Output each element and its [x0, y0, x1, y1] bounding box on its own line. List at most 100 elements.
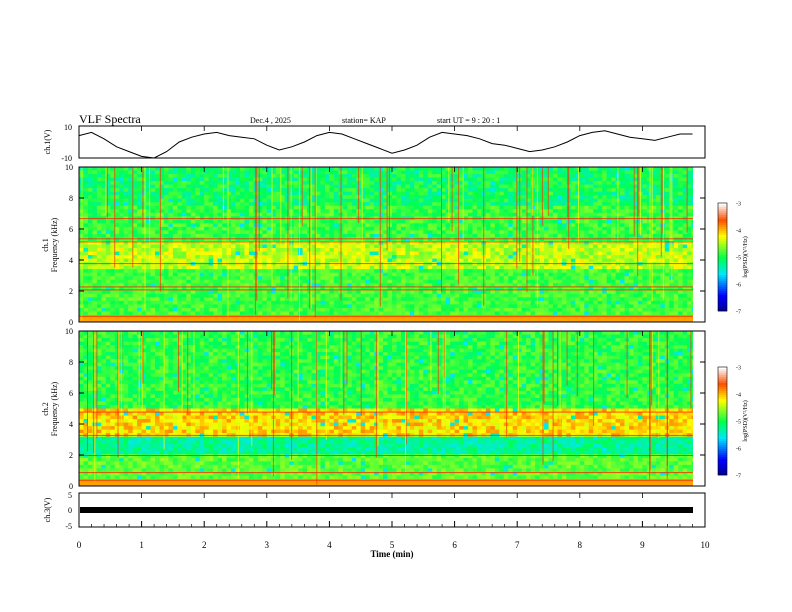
spectrogram-cell: [423, 223, 429, 228]
spectrogram-cell: [427, 272, 433, 277]
spectrogram-cell: [298, 255, 303, 259]
spectrogram-cell: [597, 240, 603, 245]
spectrogram-cell: [266, 202, 272, 207]
spectrogram-cell: [387, 276, 393, 281]
spectrogram-cell: [561, 219, 567, 224]
spectrogram-cell: [293, 279, 299, 284]
spectrogram-cell: [503, 286, 509, 291]
spectrogram-cell: [682, 198, 688, 203]
spectrogram-cell: [485, 244, 491, 249]
spectrogram-cell: [436, 283, 442, 288]
spectrogram-cell: [275, 191, 281, 196]
spectrogram-cell: [293, 230, 299, 235]
spectrogram-cell: [137, 258, 142, 263]
spectrogram-cell: [320, 279, 326, 284]
spectrogram-cell: [539, 244, 545, 249]
spectrogram-cell: [544, 230, 549, 235]
spectrogram-cell: [418, 244, 424, 249]
spectrogram-cell: [409, 258, 415, 263]
spectrogram-cell: [548, 286, 554, 291]
spectrogram-cell: [226, 205, 232, 210]
spectrogram-cell: [195, 265, 201, 270]
spectrogram-cell: [512, 279, 518, 284]
spectrogram-cell: [146, 283, 151, 288]
spectrogram-cell: [396, 184, 402, 189]
spectrogram-cell: [360, 244, 366, 249]
spectrogram-cell: [275, 170, 281, 175]
spectrogram-cell: [611, 167, 616, 171]
spectrogram-cell: [146, 290, 151, 295]
spectrogram-cell: [508, 226, 514, 231]
spectrogram-cell: [132, 244, 138, 249]
spectrogram-cell: [606, 188, 612, 193]
spectrogram-cell: [374, 240, 379, 245]
spectrogram-cell: [177, 244, 183, 249]
spectrogram-cell: [172, 244, 178, 249]
spectrogram-cell: [204, 181, 210, 186]
spectrogram-cell: [119, 177, 125, 182]
spectrogram-cell: [360, 290, 366, 295]
spectrogram-cell: [163, 223, 169, 228]
spectrogram-cell: [503, 255, 509, 259]
spectrogram-cell: [114, 167, 120, 171]
spectrogram-cell: [374, 283, 379, 288]
spectrogram-cell: [682, 237, 688, 242]
spectrogram-cell: [213, 198, 219, 203]
spectrogram-cell: [320, 202, 326, 207]
spectrogram-cell: [521, 272, 527, 277]
spectrogram-cell: [213, 223, 219, 228]
spectrogram-cell: [101, 174, 107, 178]
spectrogram-cell: [123, 244, 129, 249]
spectrogram-cell: [526, 202, 532, 207]
spectrogram-cell: [651, 255, 657, 259]
spectrogram-cell: [387, 177, 393, 182]
spectrogram-cell: [222, 170, 227, 175]
spectrogram-cell: [365, 279, 371, 284]
spectrogram-cell: [266, 233, 272, 238]
spectrogram-cell: [213, 167, 219, 171]
spectrogram-cell: [400, 177, 406, 182]
spectrogram-cell: [324, 269, 330, 274]
spectrogram-cell: [611, 177, 616, 182]
spectrogram-cell: [137, 279, 142, 284]
spectrogram-cell: [374, 184, 379, 189]
spectrogram-cell: [342, 290, 348, 295]
spectrogram-cell: [222, 237, 227, 242]
spectrogram-cell: [548, 272, 554, 277]
spectrogram-cell: [266, 265, 272, 270]
spectrogram-cell: [503, 223, 509, 228]
spectrogram-cell: [485, 286, 491, 291]
spectrogram-cell: [231, 212, 236, 217]
spectrogram-cell: [195, 279, 201, 284]
spectrogram-cell: [280, 248, 286, 252]
spectrogram-cell: [114, 174, 120, 178]
spectrogram-cell: [333, 233, 339, 238]
spectrogram-cell: [217, 184, 223, 189]
spectrogram-cell: [114, 212, 120, 217]
spectrogram-cell: [624, 244, 630, 249]
spectrogram-cell: [445, 244, 451, 249]
spectrogram-cell: [172, 265, 178, 270]
spectrogram-cell: [293, 265, 299, 270]
spectrogram-cell: [441, 276, 447, 281]
spectrogram-cell: [199, 233, 205, 238]
spectrogram-cell: [96, 198, 102, 203]
spectrogram-cell: [552, 286, 558, 291]
spectrogram-cell: [418, 272, 424, 277]
spectrogram-cell: [213, 174, 219, 178]
spectrogram-cell: [660, 244, 666, 249]
spectrogram-cell: [101, 195, 107, 200]
spectrogram-cell: [271, 286, 277, 291]
spectrogram-cell: [244, 184, 250, 189]
spectrogram-cell: [400, 290, 406, 295]
spectrogram-cell: [396, 251, 402, 256]
spectrogram-cell: [414, 286, 420, 291]
spectrogram-cell: [315, 279, 321, 284]
spectrogram-cell: [83, 248, 89, 252]
spectrogram-cell: [204, 286, 210, 291]
spectrogram-cell: [320, 170, 326, 175]
spectrogram-cell: [383, 167, 388, 171]
spectrogram-cell: [642, 223, 648, 228]
spectrogram-cell: [490, 251, 496, 256]
spectrogram-cell: [132, 191, 138, 196]
